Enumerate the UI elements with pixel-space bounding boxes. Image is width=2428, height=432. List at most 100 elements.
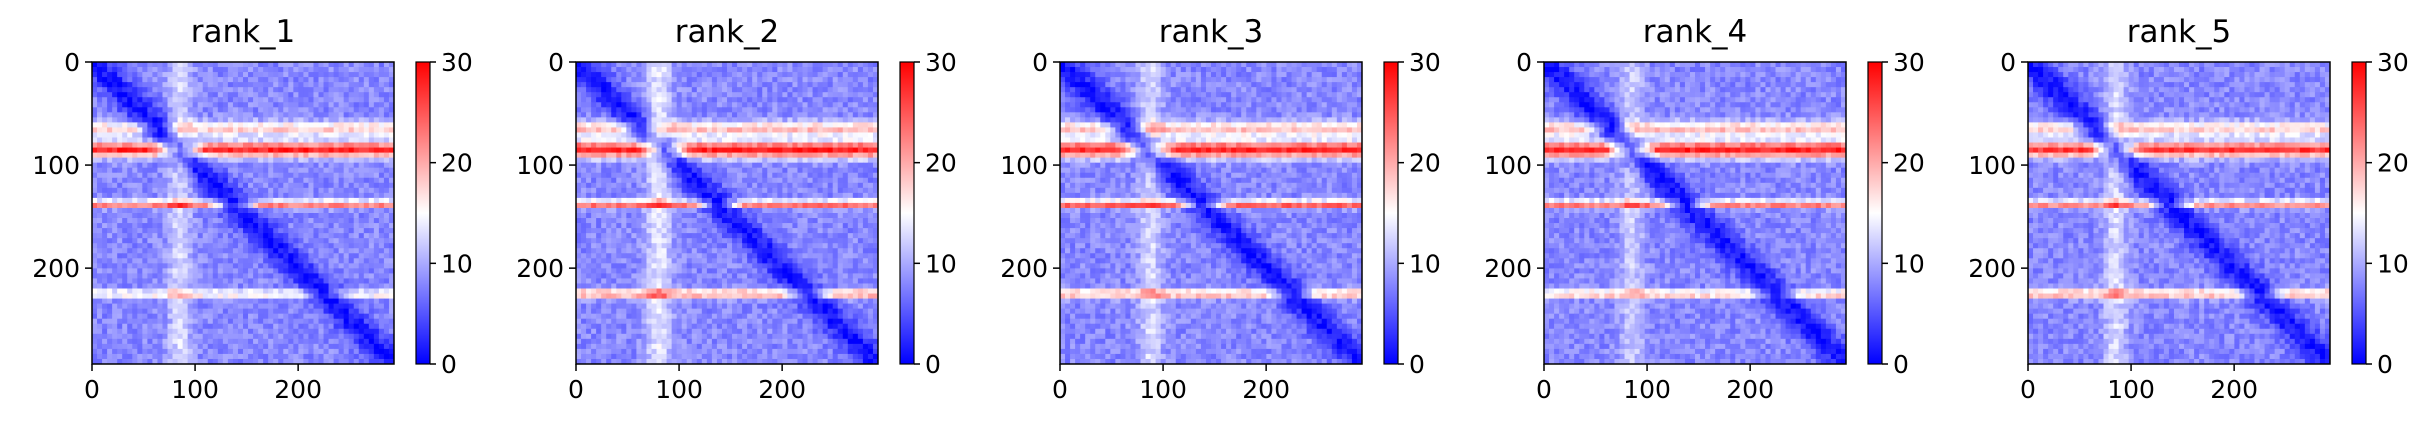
heatmap-cell xyxy=(383,137,390,143)
heatmap-cell xyxy=(227,338,234,345)
heatmap-cell xyxy=(192,157,199,164)
heatmap-cell xyxy=(646,122,652,128)
heatmap-cell xyxy=(601,152,607,159)
heatmap-cell xyxy=(112,152,118,159)
heatmap-cell xyxy=(237,268,244,274)
heatmap-cell xyxy=(258,348,264,355)
heatmap-cell xyxy=(258,353,264,360)
heatmap-cell xyxy=(197,72,204,78)
heatmap-cell xyxy=(812,137,818,143)
heatmap-cell xyxy=(243,177,249,184)
heatmap-cell xyxy=(207,333,214,340)
heatmap-cell xyxy=(202,213,209,219)
heatmap-cell xyxy=(586,107,592,113)
heatmap-cell xyxy=(797,117,803,123)
heatmap-cell xyxy=(383,323,390,330)
heatmap-cell xyxy=(107,97,113,103)
heatmap-cell xyxy=(157,263,163,269)
heatmap-cell xyxy=(92,248,98,254)
heatmap-cell xyxy=(318,67,324,73)
heatmap-cell xyxy=(328,333,334,340)
heatmap-cell xyxy=(147,218,153,224)
heatmap-cell xyxy=(273,92,279,98)
heatmap-cell xyxy=(388,358,395,365)
heatmap-cell xyxy=(832,112,839,118)
heatmap-cell xyxy=(112,293,118,299)
heatmap-cell xyxy=(298,152,304,159)
heatmap-cell xyxy=(388,137,395,143)
heatmap-cell xyxy=(837,122,844,128)
heatmap-cell xyxy=(596,162,602,169)
heatmap-cell xyxy=(182,328,189,335)
heatmap-cell xyxy=(681,132,688,138)
heatmap-cell xyxy=(248,72,254,78)
heatmap-cell xyxy=(212,102,219,108)
heatmap-cell xyxy=(212,117,219,123)
heatmap-cell xyxy=(802,67,808,73)
heatmap-cell xyxy=(373,167,380,174)
heatmap-cell xyxy=(227,117,234,123)
heatmap-cell xyxy=(303,268,309,274)
heatmap-cell xyxy=(112,278,118,284)
heatmap-cell xyxy=(137,348,143,355)
heatmap-cell xyxy=(298,207,304,214)
heatmap-cell xyxy=(363,308,370,315)
heatmap-cell xyxy=(248,197,254,204)
heatmap-cell xyxy=(197,192,204,199)
heatmap-cell xyxy=(112,137,118,143)
heatmap-cell xyxy=(192,258,199,264)
heatmap-cell xyxy=(152,162,158,169)
heatmap-cell xyxy=(152,243,158,249)
heatmap-cell xyxy=(177,243,183,249)
heatmap-cell xyxy=(752,82,758,88)
heatmap-cell xyxy=(313,248,319,254)
heatmap-cell xyxy=(237,202,244,209)
heatmap-cell xyxy=(278,238,284,244)
heatmap-cell xyxy=(812,127,818,133)
heatmap-cell xyxy=(142,127,148,133)
heatmap-cell xyxy=(601,122,607,128)
heatmap-cell xyxy=(298,82,304,88)
heatmap-cell xyxy=(313,233,319,239)
heatmap-cell xyxy=(278,333,284,340)
heatmap-cell xyxy=(243,353,249,360)
heatmap-cell xyxy=(288,147,294,153)
heatmap-cell xyxy=(207,338,214,345)
heatmap-cell xyxy=(777,152,783,159)
heatmap-cell xyxy=(127,288,133,294)
heatmap-cell xyxy=(358,137,365,143)
heatmap-cell xyxy=(721,87,728,93)
heatmap-cell xyxy=(263,263,269,269)
heatmap-cell xyxy=(353,278,360,284)
heatmap-cell xyxy=(102,97,108,103)
heatmap-cell xyxy=(253,273,259,279)
heatmap-cell xyxy=(666,87,673,93)
heatmap-cell xyxy=(102,67,108,73)
heatmap-cell xyxy=(107,308,113,315)
heatmap-cell xyxy=(586,132,592,138)
heatmap-cell xyxy=(802,82,808,88)
heatmap-cell xyxy=(358,243,365,249)
heatmap-cell xyxy=(782,92,788,98)
heatmap-cell xyxy=(661,167,667,174)
heatmap-cell xyxy=(298,142,304,148)
heatmap-cell xyxy=(298,77,304,83)
heatmap-cell xyxy=(353,228,360,234)
heatmap-cell xyxy=(237,207,244,214)
heatmap-cell xyxy=(706,102,713,108)
heatmap-cell xyxy=(248,263,254,269)
heatmap-cell xyxy=(283,263,289,269)
heatmap-cell xyxy=(782,157,788,164)
heatmap-cell xyxy=(237,308,244,315)
heatmap-cell xyxy=(827,122,834,128)
heatmap-cell xyxy=(102,213,108,219)
heatmap-cell xyxy=(232,97,239,103)
heatmap-cell xyxy=(232,233,239,239)
heatmap-cell xyxy=(122,77,128,83)
heatmap-cell xyxy=(167,268,173,274)
heatmap-cell xyxy=(747,117,753,123)
heatmap-cell xyxy=(591,167,597,174)
heatmap-cell xyxy=(268,137,274,143)
heatmap-cell xyxy=(681,117,688,123)
heatmap-cell xyxy=(162,223,168,229)
